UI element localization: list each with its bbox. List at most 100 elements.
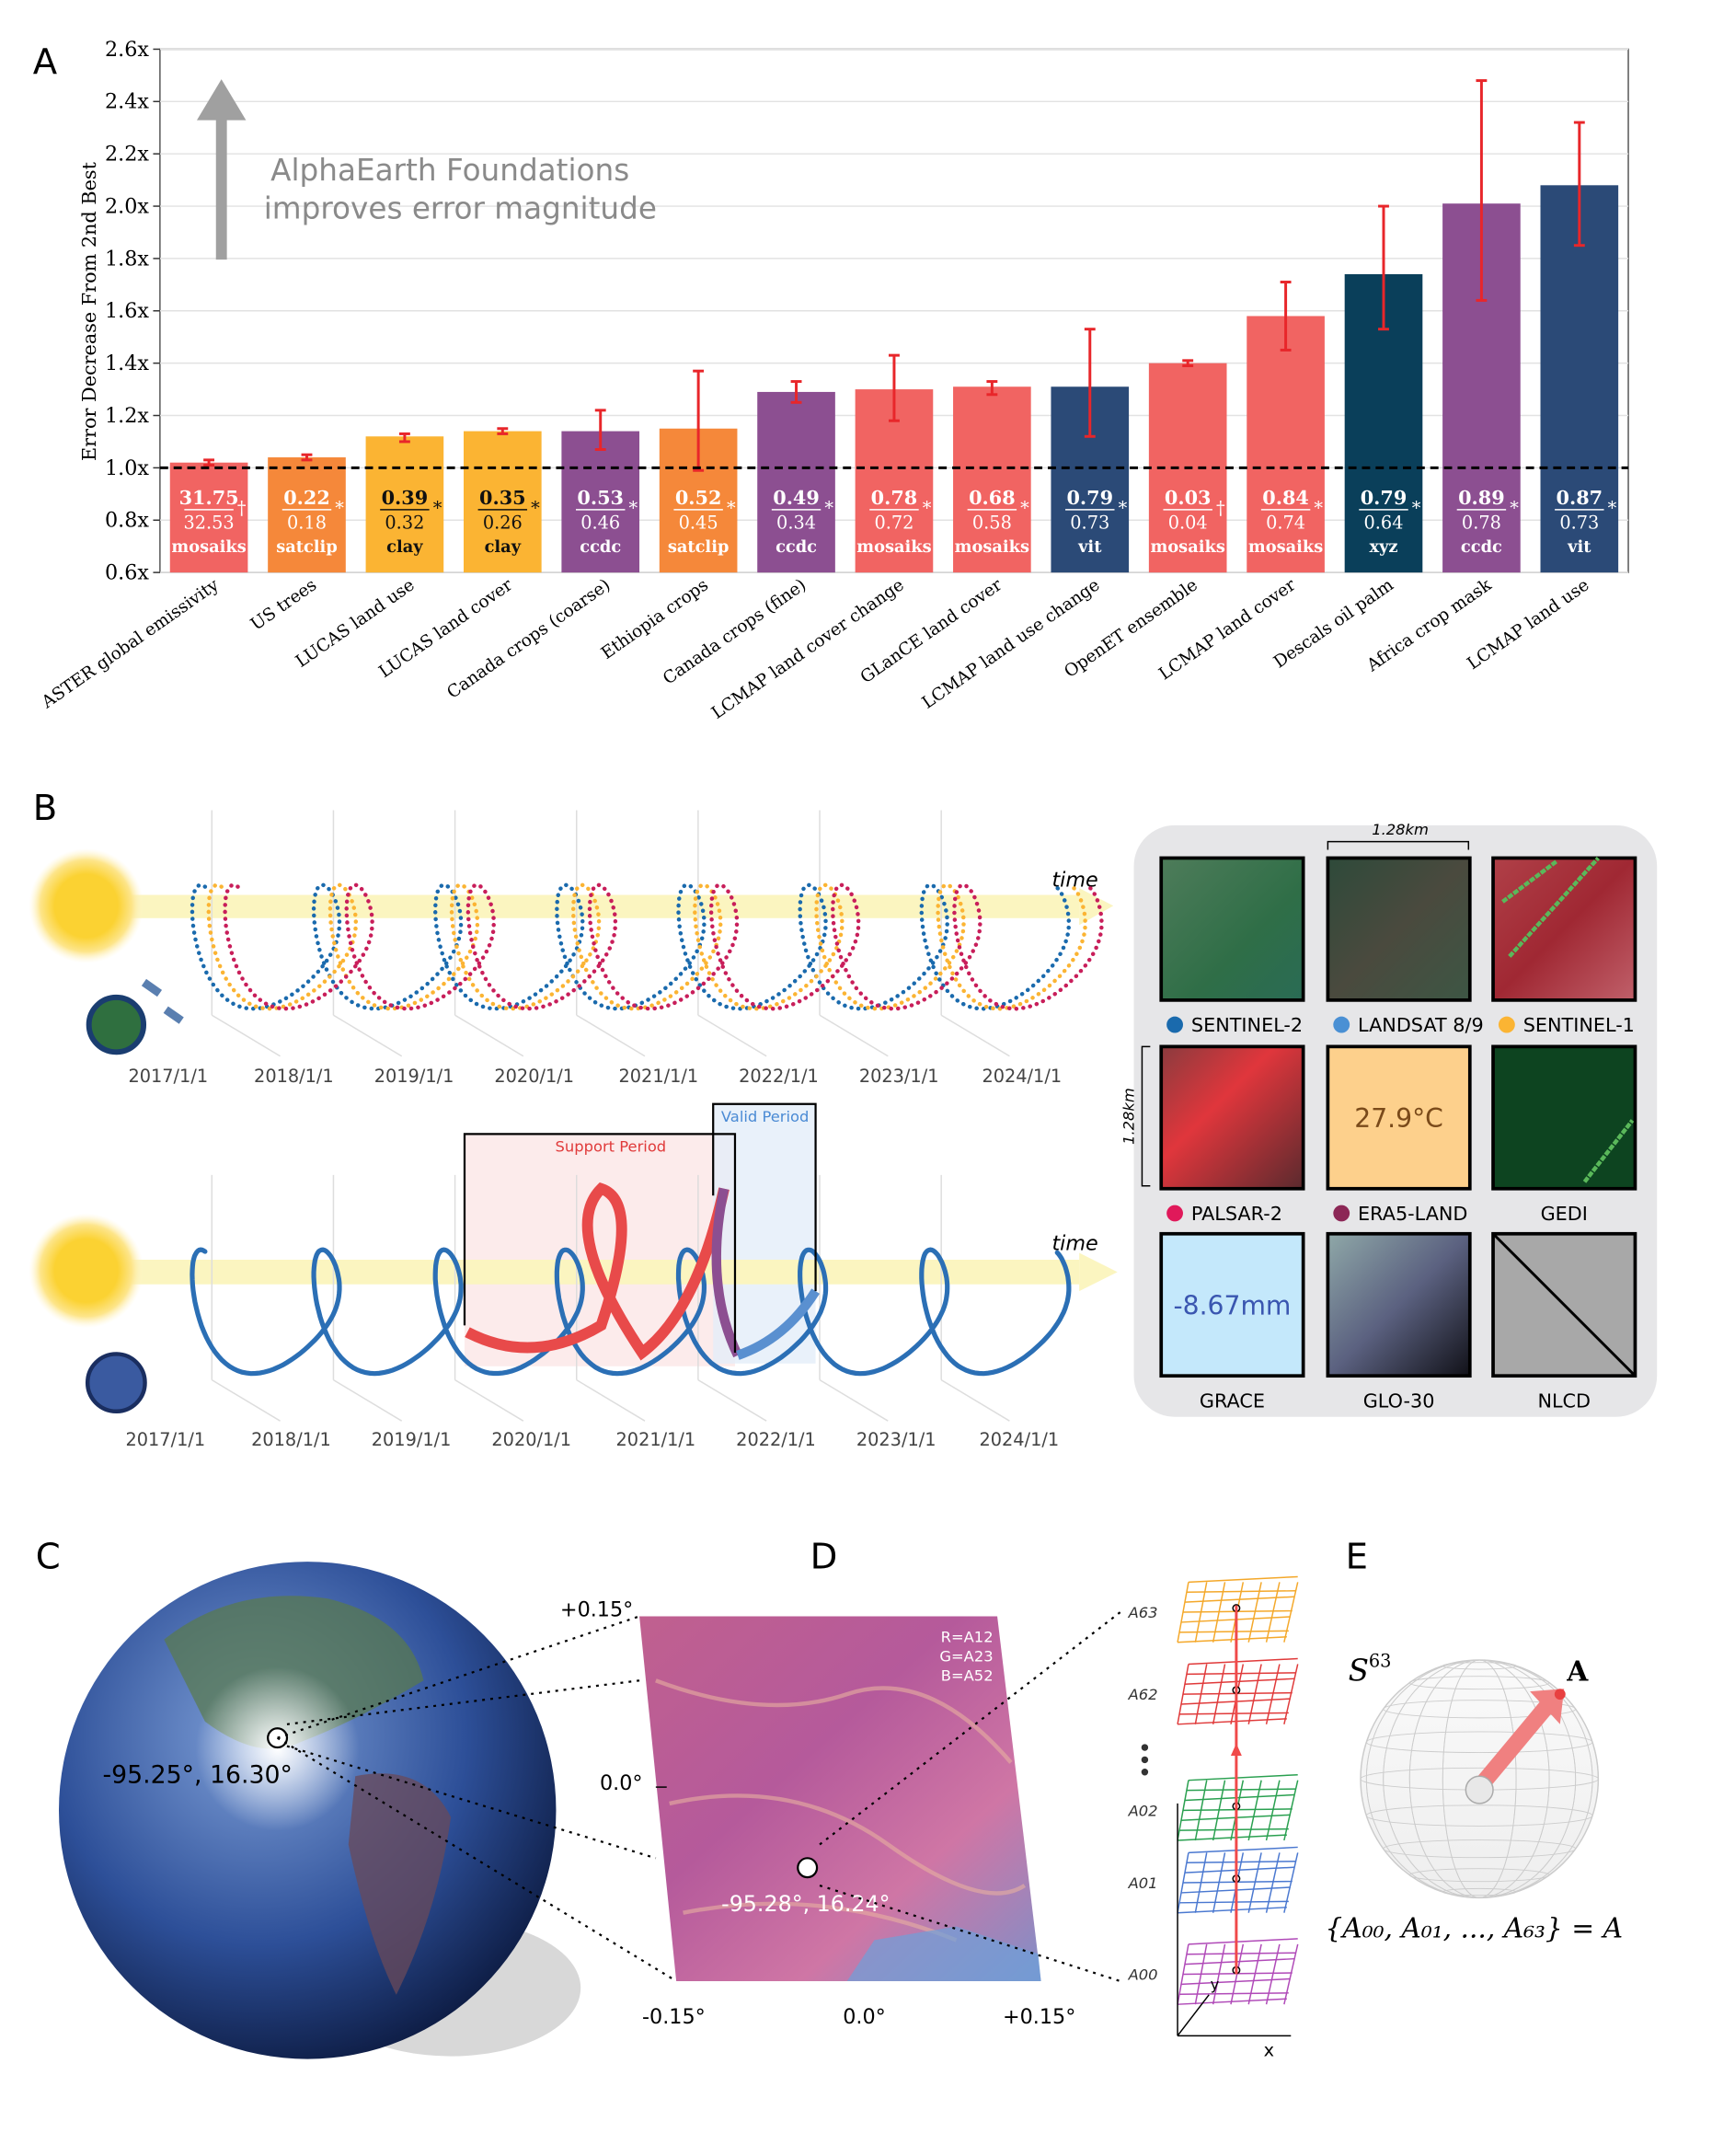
bar-bottom-value: 0.18 [287,513,327,534]
date-label: 2022/1/1 [739,1066,819,1087]
significance-marker: * [433,497,442,518]
bar [268,457,346,573]
date-label: 2020/1/1 [494,1066,574,1087]
bar-method-label: xyz [1369,537,1397,557]
source-label: GEDI [1541,1203,1588,1225]
x-tick-label: US trees [247,575,320,634]
bar-bottom-value: 0.78 [1462,513,1501,534]
bar-bottom-value: 0.73 [1559,513,1599,534]
annotation-line-1: AlphaEarth Foundations [270,153,629,188]
up-arrow-icon [215,114,227,260]
bar-top-value: 0.79 [1361,486,1408,509]
scale-label-horizontal: 1.28km [1372,821,1429,838]
significance-marker: † [237,497,247,518]
bar-top-value: 0.49 [773,486,820,509]
arrow-head-icon [1530,1689,1565,1724]
date-label: 2021/1/1 [618,1066,698,1087]
bar-bottom-value: 0.32 [385,513,424,534]
significance-marker: * [531,497,540,518]
bar-bottom-value: 0.73 [1070,513,1109,534]
source-color-dot [1333,1016,1350,1033]
source-label: PALSAR-2 [1191,1203,1282,1225]
bar-bottom-value: 0.74 [1266,513,1305,534]
x-tick-right: +0.15° [1003,2005,1075,2029]
panel-label-e: E [1346,1537,1368,1578]
y-tick-label: 0.6x [105,561,149,585]
location-marker [797,1857,819,1879]
x-tick-mid: 0.0° [843,2005,886,2029]
image-coordinate: -95.28°, 16.24° [721,1891,890,1917]
panel-label-b: B [33,788,57,829]
date-label: 2019/1/1 [374,1066,454,1087]
bar-method-label: ccdc [776,537,817,557]
source-label: ERA5-LAND [1358,1203,1467,1225]
significance-marker: * [1020,497,1029,518]
layer-label: A02 [1128,1802,1158,1819]
y-tick-label: 2.6x [105,38,149,62]
bar [169,462,248,573]
layer-label: A01 [1128,1874,1158,1892]
bar-method-label: mosaiks [856,537,931,557]
source-color-dot [1166,1016,1183,1033]
y-tick-label: 1.6x [105,299,149,323]
bar [463,431,542,573]
embedding-layer-grid [1177,1938,1299,2005]
embedding-layers: A63 A62 A02 A01 A00 [1128,1575,1299,2005]
x-tick-label: LCMAP land cover change [708,575,908,723]
bar-method-label: vit [1077,537,1102,557]
significance-marker: * [335,497,344,518]
bar-method-label: mosaiks [171,537,246,557]
bar-method-label: mosaiks [955,537,1029,557]
bar-bottom-value: 0.46 [580,513,620,534]
x-tick-label: LCMAP land use change [919,575,1104,712]
y-tick-label: 1.0x [105,456,149,480]
bar-method-label: clay [485,537,522,557]
y-tick-top: +0.15° [560,1598,633,1622]
bar-top-value: 0.22 [283,486,330,509]
bar-top-value: 0.87 [1557,486,1603,509]
tile-sentinel-2 [1159,856,1305,1002]
earth-icon [86,994,147,1055]
timeline-bottom: time Support Period Valid Period 2017/1/… [29,1102,1118,1450]
bar-top-value: 0.89 [1458,486,1505,509]
valid-period-label: Valid Period [721,1108,809,1125]
bar-bottom-value: 0.34 [776,513,816,534]
bar-top-value: 0.03 [1165,486,1212,509]
bar-top-value: 0.39 [382,486,429,509]
y-tick-mid: 0.0° [600,1771,643,1795]
location-glow [195,1666,360,1831]
bar-top-value: 0.35 [479,486,526,509]
panel-label-c: C [36,1537,61,1578]
y-axis-label: Error Decrease From 2nd Best [78,161,100,461]
date-label: 2023/1/1 [856,1429,936,1450]
bar-top-value: 0.79 [1066,486,1113,509]
x-tick-label: Canada crops (coarse) [443,575,614,702]
source-label: GRACE [1200,1389,1265,1412]
significance-marker: * [629,497,638,518]
tile-glo-30 [1326,1231,1472,1378]
source-color-dot [1166,1205,1183,1222]
date-label: 2019/1/1 [372,1429,452,1450]
date-label: 2024/1/1 [979,1429,1059,1450]
bar-top-value: 31.75 [179,486,239,509]
y-tick-label: 2.2x [105,143,149,167]
significance-marker: * [824,497,833,518]
significance-marker: * [1314,497,1323,518]
timeline-top: time 2017/1/1 2018/1/1 2019/1/1 2020/1/1 202… [29,810,1114,1087]
earth-icon [85,1352,147,1414]
time-series-helix [190,882,1072,1011]
bar-chart: 0.6x 0.8x 1.0x 1.2x 1.4x 1.6x 1.8x 2.0x 2.2x 2.4x… [38,38,1629,723]
panel-label-a: A [33,41,58,83]
sun-icon [29,1213,144,1329]
time-series-helix [190,1247,1072,1377]
bar-bottom-value: 0.64 [1364,513,1404,534]
significance-marker: * [923,497,932,518]
y-tick-label: 1.2x [105,404,149,428]
date-label: 2023/1/1 [859,1066,939,1087]
bar [953,386,1031,573]
bar-method-label: mosaiks [1248,537,1323,557]
embedding-image [639,1616,1041,1981]
layer-label: A63 [1128,1604,1158,1621]
era5-value: 27.9°C [1354,1103,1443,1134]
